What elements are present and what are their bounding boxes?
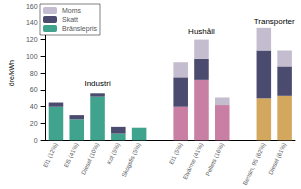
- svg-text:60: 60: [30, 86, 38, 93]
- svg-text:Diesel (10%): Diesel (10%): [80, 142, 100, 176]
- svg-text:0: 0: [34, 137, 38, 144]
- svg-text:Elvärme (41%): Elvärme (41%): [182, 142, 204, 180]
- svg-text:El5 (41%): El5 (41%): [63, 142, 80, 168]
- svg-text:140: 140: [26, 19, 38, 26]
- svg-text:100: 100: [26, 53, 38, 60]
- svg-text:Moms: Moms: [62, 7, 82, 14]
- svg-text:Transporter: Transporter: [254, 17, 295, 26]
- svg-text:öre/kWh: öre/kWh: [8, 60, 15, 86]
- svg-text:Industri: Industri: [84, 79, 110, 88]
- svg-text:Diesel (61%): Diesel (61%): [267, 142, 287, 176]
- svg-text:Bensin, 95 (62%): Bensin, 95 (62%): [242, 142, 267, 186]
- svg-text:Skatt: Skatt: [62, 16, 78, 23]
- svg-text:El1 (12%): El1 (12%): [42, 142, 59, 168]
- svg-text:Skogsfis (5%): Skogsfis (5%): [121, 142, 142, 178]
- svg-text:20: 20: [30, 120, 38, 127]
- svg-text:Hushåll: Hushåll: [188, 27, 215, 36]
- svg-text:80: 80: [30, 70, 38, 77]
- svg-text:Kol (5%): Kol (5%): [106, 142, 121, 165]
- svg-text:160: 160: [26, 3, 38, 10]
- svg-text:El1 (5%): El1 (5%): [168, 142, 183, 165]
- svg-text:Bränslepris: Bränslepris: [62, 25, 98, 33]
- svg-text:Pellets (16%): Pellets (16%): [204, 142, 224, 177]
- svg-text:120: 120: [26, 36, 38, 43]
- svg-text:40: 40: [30, 103, 38, 110]
